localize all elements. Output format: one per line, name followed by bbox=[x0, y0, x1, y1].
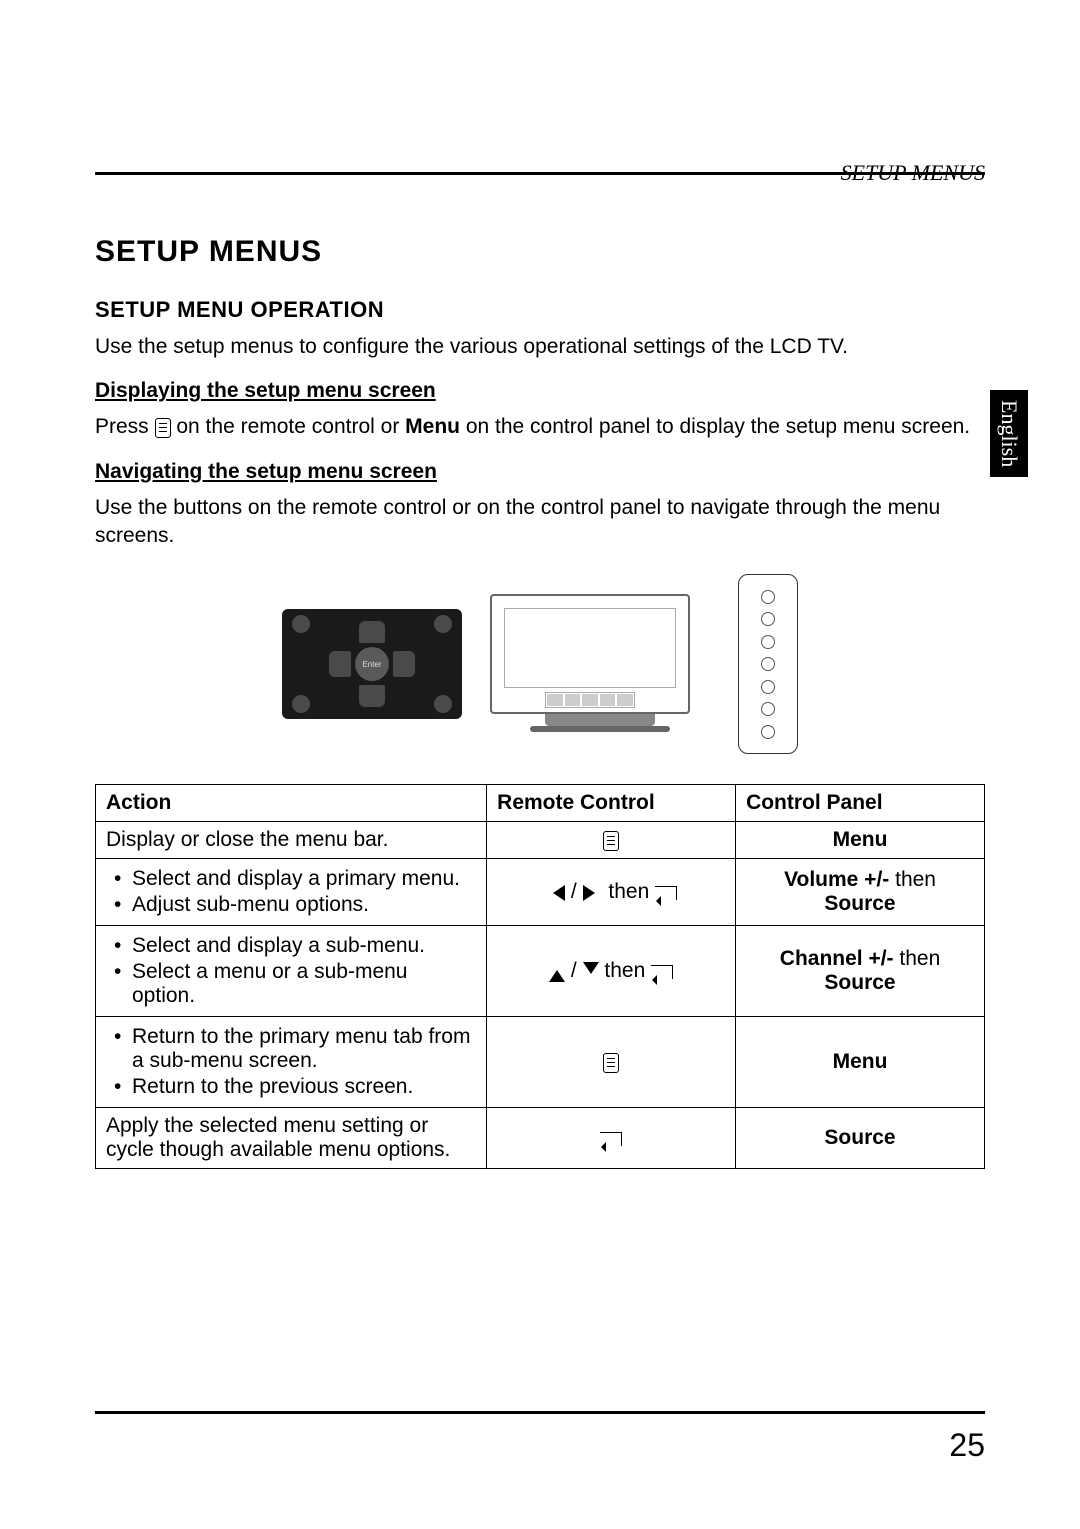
list-item: Select and display a primary menu. bbox=[106, 867, 476, 891]
running-header: SETUP MENUS bbox=[841, 160, 985, 186]
navigate-heading: Navigating the setup menu screen bbox=[95, 460, 985, 484]
cell-panel: Source bbox=[736, 1108, 985, 1169]
tv-back-illustration bbox=[490, 594, 710, 734]
table-row: Return to the primary menu tab from a su… bbox=[96, 1017, 985, 1108]
remote-illustration: Enter bbox=[282, 609, 462, 719]
text-fragment: then bbox=[889, 868, 936, 891]
table-row: Display or close the menu bar. Menu bbox=[96, 822, 985, 859]
panel-label-bold: Menu bbox=[833, 828, 888, 851]
panel-label-bold: Menu bbox=[833, 1050, 888, 1073]
table-row: Select and display a primary menu. Adjus… bbox=[96, 859, 985, 926]
section-title: SETUP MENUS bbox=[95, 235, 985, 269]
actions-table: Action Remote Control Control Panel Disp… bbox=[95, 784, 985, 1169]
panel-label-bold: Source bbox=[824, 971, 895, 994]
then-word: then bbox=[604, 959, 651, 982]
cell-remote bbox=[487, 1017, 736, 1108]
arrow-right-icon bbox=[583, 885, 603, 901]
enter-icon bbox=[600, 1132, 622, 1146]
text-fragment: on the control panel to display the setu… bbox=[466, 415, 970, 438]
cell-action: Select and display a primary menu. Adjus… bbox=[96, 859, 487, 926]
menu-icon bbox=[155, 418, 171, 438]
list-item: Adjust sub-menu options. bbox=[106, 893, 476, 917]
language-tab: English bbox=[990, 390, 1028, 477]
cell-action: Apply the selected menu setting or cycle… bbox=[96, 1108, 487, 1169]
table-row: Select and display a sub-menu. Select a … bbox=[96, 926, 985, 1017]
cell-action: Select and display a sub-menu. Select a … bbox=[96, 926, 487, 1017]
display-text: Press on the remote control or Menu on t… bbox=[95, 413, 985, 441]
page-number: 25 bbox=[949, 1427, 985, 1464]
menu-icon bbox=[603, 831, 619, 851]
cell-action: Display or close the menu bar. bbox=[96, 822, 487, 859]
illustration-row: Enter bbox=[95, 574, 985, 754]
th-action: Action bbox=[96, 785, 487, 822]
table-row: Apply the selected menu setting or cycle… bbox=[96, 1108, 985, 1169]
enter-icon bbox=[655, 886, 677, 900]
navigate-text: Use the buttons on the remote control or… bbox=[95, 494, 985, 551]
subsection-title: SETUP MENU OPERATION bbox=[95, 297, 985, 323]
text-bold: Menu bbox=[405, 415, 460, 438]
then-word: then bbox=[608, 880, 655, 903]
table-header-row: Action Remote Control Control Panel bbox=[96, 785, 985, 822]
page: SETUP MENUS English SETUP MENUS SETUP ME… bbox=[0, 0, 1080, 1529]
rule-bottom bbox=[95, 1411, 985, 1414]
list-item: Select a menu or a sub-menu option. bbox=[106, 960, 476, 1008]
cell-panel: Channel +/- then Source bbox=[736, 926, 985, 1017]
arrow-up-icon bbox=[549, 962, 565, 982]
display-heading: Displaying the setup menu screen bbox=[95, 379, 985, 403]
cell-action: Return to the primary menu tab from a su… bbox=[96, 1017, 487, 1108]
enter-icon bbox=[651, 965, 673, 979]
th-panel: Control Panel bbox=[736, 785, 985, 822]
text-fragment: then bbox=[894, 947, 941, 970]
menu-icon bbox=[603, 1053, 619, 1073]
arrow-left-icon bbox=[545, 885, 565, 901]
cell-panel: Volume +/- then Source bbox=[736, 859, 985, 926]
panel-label-bold: Volume +/- bbox=[784, 868, 889, 891]
cell-panel: Menu bbox=[736, 1017, 985, 1108]
list-item: Return to the previous screen. bbox=[106, 1075, 476, 1099]
cell-remote bbox=[487, 822, 736, 859]
arrow-down-icon bbox=[583, 962, 599, 982]
panel-label-bold: Source bbox=[824, 892, 895, 915]
intro-text: Use the setup menus to configure the var… bbox=[95, 333, 985, 361]
list-item: Select and display a sub-menu. bbox=[106, 934, 476, 958]
panel-label-bold: Channel +/- bbox=[780, 947, 894, 970]
control-panel-illustration bbox=[738, 574, 798, 754]
text-fragment: Press bbox=[95, 415, 155, 438]
cell-panel: Menu bbox=[736, 822, 985, 859]
list-item: Return to the primary menu tab from a su… bbox=[106, 1025, 476, 1073]
cell-remote: / then bbox=[487, 859, 736, 926]
text-fragment: on the remote control or bbox=[176, 415, 405, 438]
cell-remote: / then bbox=[487, 926, 736, 1017]
th-remote: Remote Control bbox=[487, 785, 736, 822]
cell-remote bbox=[487, 1108, 736, 1169]
panel-label-bold: Source bbox=[824, 1126, 895, 1149]
